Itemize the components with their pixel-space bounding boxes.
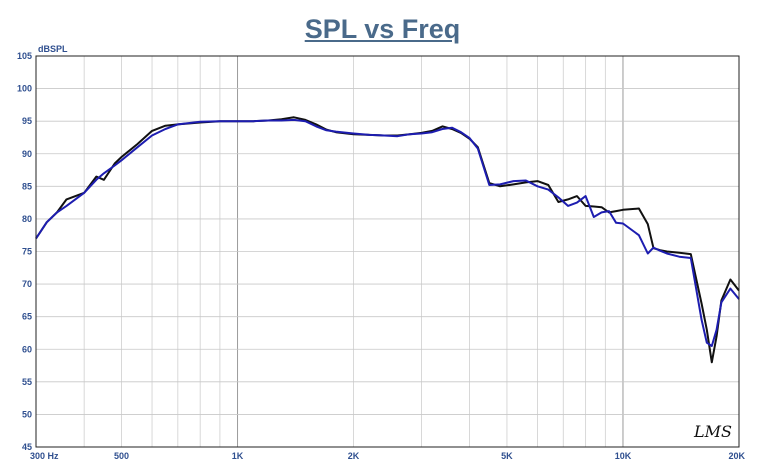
x-tick-label: 20K: [728, 451, 745, 461]
y-tick-labels: 105 100 95 90 85 80 75 70 65 60 55 50 45: [17, 51, 32, 452]
plot-frame: [35, 55, 740, 448]
x-tick-label: 1K: [232, 451, 244, 461]
series-lines: [35, 116, 740, 364]
x-tick-label: 10K: [615, 451, 632, 461]
y-tick-label: 85: [22, 181, 32, 191]
y-tick-label: 100: [17, 84, 32, 94]
y-tick-label: 90: [22, 149, 32, 159]
series-line-2: [35, 118, 740, 347]
x-tick-label: 5K: [501, 451, 513, 461]
y-tick-label: 105: [17, 51, 32, 61]
y-tick-label: 60: [22, 344, 32, 354]
y-axis-label: dBSPL: [38, 44, 68, 54]
y-tick-label: 50: [22, 409, 32, 419]
y-tick-label: 75: [22, 247, 32, 257]
y-tick-label: 55: [22, 377, 32, 387]
x-tick-label: 500: [114, 451, 129, 461]
x-tick-label: 300 Hz: [30, 451, 59, 461]
y-tick-label: 80: [22, 214, 32, 224]
x-tick-label: 2K: [348, 451, 360, 461]
y-tick-label: 45: [22, 442, 32, 452]
x-tick-labels: 300 Hz 500 1K 2K 5K 10K 20K: [30, 451, 745, 461]
lms-watermark: LMS: [693, 422, 732, 441]
y-tick-label: 70: [22, 279, 32, 289]
y-tick-label: 95: [22, 116, 32, 126]
chart-title: SPL vs Freq: [304, 14, 461, 44]
y-tick-label: 65: [22, 312, 32, 322]
